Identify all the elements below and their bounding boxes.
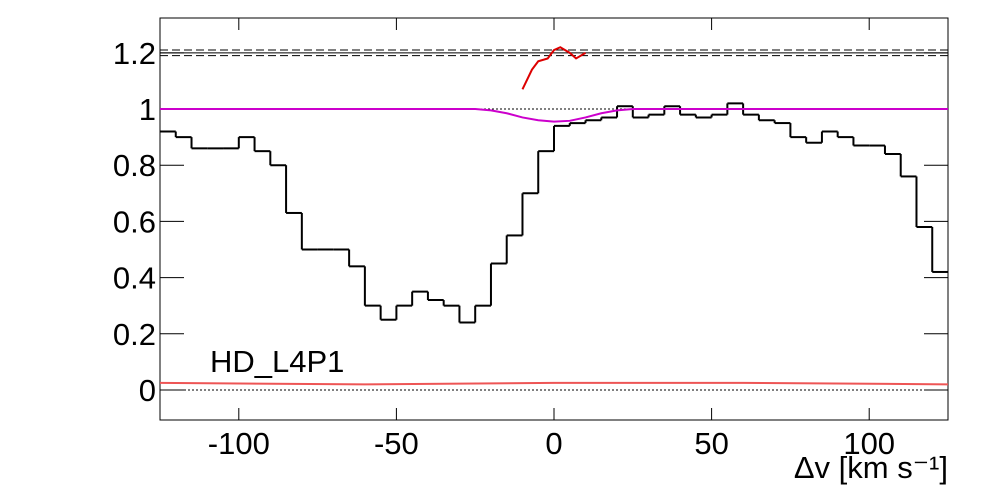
y-tick-label: 0.6 (113, 204, 156, 239)
x-tick-label: -50 (374, 426, 419, 461)
annotation: HD_L4P1 (210, 344, 344, 379)
x-tick-label: -100 (208, 426, 270, 461)
y-tick-label: 0 (139, 373, 156, 408)
x-tick-label: 100 (843, 426, 895, 461)
x-axis-label: Δv [km s⁻¹] (794, 450, 948, 485)
y-tick-label: 0.4 (113, 261, 156, 296)
y-tick-label: 0.2 (113, 317, 156, 352)
y-tick-label: 1 (139, 92, 156, 127)
y-tick-label: 1.2 (113, 36, 156, 71)
x-tick-label: 0 (545, 426, 562, 461)
series-line (521, 46, 587, 90)
series-line (159, 381, 949, 386)
y-tick-label: 0.8 (113, 148, 156, 183)
x-tick-label: 50 (694, 426, 728, 461)
series-line (160, 108, 948, 123)
